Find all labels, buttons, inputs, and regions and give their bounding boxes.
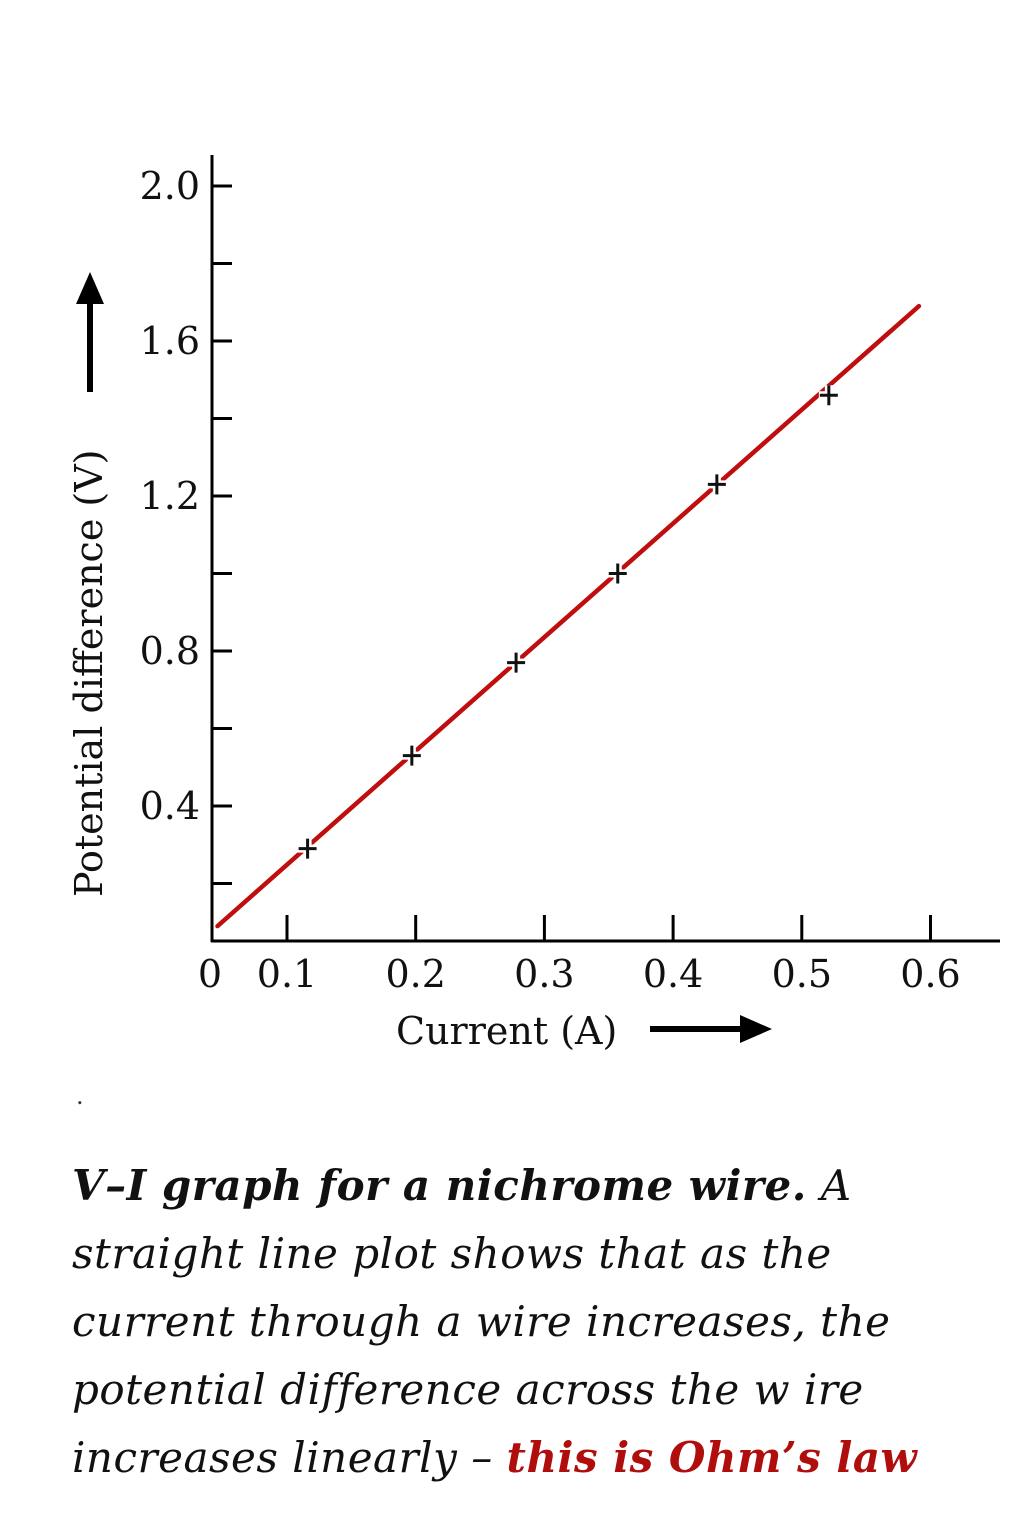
plus-marker <box>819 385 838 406</box>
x-axis-arrow-icon <box>650 1015 772 1043</box>
y-axis-title: Potential difference (V) <box>67 450 111 897</box>
plus-marker <box>608 563 627 584</box>
fit-line <box>215 303 922 929</box>
y-tick-label: 1.6 <box>140 319 200 363</box>
x-tick-label: 0.1 <box>257 952 317 996</box>
plus-marker <box>707 474 726 495</box>
x-tick-label: 0 <box>198 952 222 996</box>
data-point <box>297 838 318 859</box>
y-tick-label: 2.0 <box>140 164 200 208</box>
x-tick-label: 0.2 <box>385 952 445 996</box>
x-tick-label: 0.5 <box>772 952 832 996</box>
caption-title: V–I graph for a nichrome wire. <box>72 1161 807 1210</box>
vi-graph: 0 0.1 0.2 0.3 0.4 0.5 0.6 0.4 0.8 1.2 1.6 2.0 Curre… <box>67 155 1000 1053</box>
y-tick-label: 0.4 <box>140 784 200 828</box>
y-axis-arrow-icon <box>76 272 104 392</box>
x-tick-label: 0.4 <box>643 952 703 996</box>
y-tick-label: 0.8 <box>140 629 200 673</box>
x-tick-label: 0.6 <box>900 952 960 996</box>
plus-marker <box>402 745 421 766</box>
data-point <box>818 385 839 406</box>
stray-mark: . <box>76 1082 84 1110</box>
figure-caption: V–I graph for a nichrome wire. A straigh… <box>72 1152 992 1492</box>
plus-marker <box>298 838 317 859</box>
plus-marker <box>507 652 526 673</box>
x-axis-title: Current (A) <box>396 1009 617 1053</box>
data-point <box>401 745 422 766</box>
x-tick-label: 0.3 <box>514 952 574 996</box>
caption-highlight: this is Ohm’s law <box>506 1433 918 1482</box>
y-tick-label: 1.2 <box>140 474 200 518</box>
caption-text: A straight line plot shows that as the c… <box>72 1161 891 1482</box>
data-point <box>506 652 527 673</box>
data-point <box>706 474 727 495</box>
data-point <box>607 563 628 584</box>
